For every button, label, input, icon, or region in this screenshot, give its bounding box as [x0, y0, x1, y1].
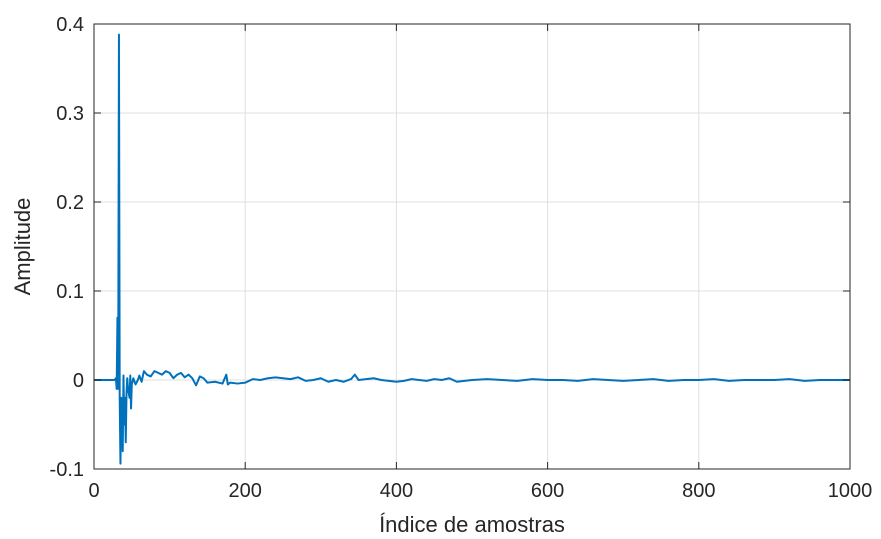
plot-frame — [93, 23, 851, 470]
ticks: 0 200 400 600 800 1000-0.100.10.20.30.4 — [50, 14, 873, 502]
y-tick-label: 0.1 — [56, 281, 84, 303]
x-tick-label: 1000 — [828, 480, 873, 502]
y-tick-label: 0 — [73, 370, 84, 392]
y-tick-label: 0.4 — [56, 14, 84, 36]
series-layer — [94, 33, 850, 465]
y-tick-label: -0.1 — [50, 459, 84, 481]
x-tick-label: 600 — [531, 480, 564, 502]
amplitude-series-line — [94, 33, 850, 465]
x-tick-label: 400 — [380, 480, 413, 502]
x-tick-label: 200 — [229, 480, 262, 502]
y-tick-label: 0.3 — [56, 103, 84, 125]
x-tick-label: 0 — [88, 480, 99, 502]
x-tick-label: 800 — [682, 480, 715, 502]
y-tick-label: 0.2 — [56, 192, 84, 214]
x-axis-label: Índice de amostras — [379, 512, 565, 537]
y-axis-label: Amplitude — [10, 198, 35, 296]
